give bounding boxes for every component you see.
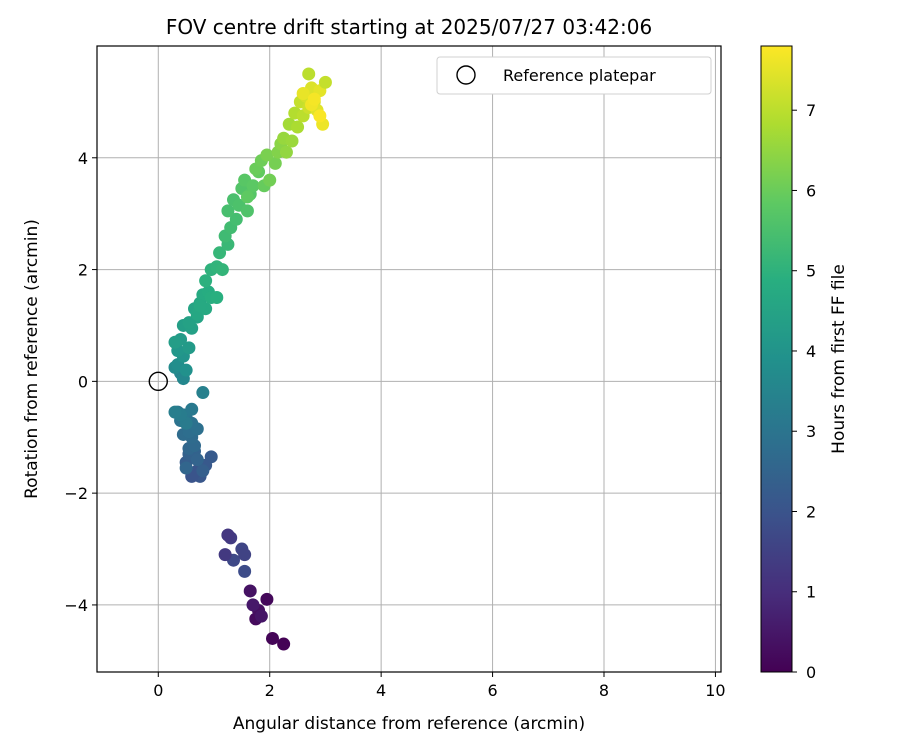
data-point: [182, 341, 196, 355]
y-tick-label: 4: [78, 149, 88, 168]
colorbar-tick-label: 5: [806, 262, 816, 281]
data-point: [193, 299, 207, 313]
grid-lines: [97, 46, 721, 672]
data-point: [279, 145, 293, 159]
data-point: [246, 179, 260, 193]
y-tick-label: −4: [64, 596, 88, 615]
data-point: [190, 453, 204, 467]
colorbar-tick-label: 6: [806, 181, 816, 200]
data-point: [285, 134, 299, 148]
x-tick-label: 8: [599, 681, 609, 700]
reference-platepar-marker: [148, 371, 168, 392]
chart-title: FOV centre drift starting at 2025/07/27 …: [166, 15, 652, 39]
colorbar-tick-label: 4: [806, 342, 816, 361]
data-point: [240, 204, 254, 218]
data-point: [307, 92, 321, 106]
data-point: [238, 548, 252, 562]
data-point: [218, 548, 232, 562]
x-tick-label: 6: [487, 681, 497, 700]
plot-frame: [96, 45, 722, 673]
data-point: [260, 148, 274, 162]
x-tick-label: 4: [376, 681, 386, 700]
data-point: [254, 609, 268, 623]
y-tick-label: −2: [64, 484, 88, 503]
colorbar-label: Hours from first FF file: [829, 264, 849, 454]
legend: Reference platepar: [436, 56, 712, 95]
data-point: [210, 291, 224, 305]
colorbar: [760, 45, 793, 673]
legend-box: [436, 56, 712, 95]
x-tick-label: 10: [705, 681, 725, 700]
data-point: [243, 584, 257, 598]
data-point: [168, 335, 182, 349]
data-point: [229, 212, 243, 226]
data-point: [168, 405, 182, 419]
data-point: [268, 156, 282, 170]
y-axis-label: Rotation from reference (arcmin): [22, 219, 42, 499]
colorbar-tick-label: 2: [806, 502, 816, 521]
data-point: [240, 190, 254, 204]
data-point: [263, 173, 277, 187]
data-point: [318, 75, 332, 89]
data-point: [221, 528, 235, 542]
colorbar-tick-label: 0: [806, 663, 816, 682]
data-point: [238, 564, 252, 578]
data-point: [185, 402, 199, 416]
scatter-points: [168, 67, 332, 651]
colorbar-tick-label: 1: [806, 583, 816, 602]
data-point: [313, 109, 327, 123]
legend-marker: [456, 65, 476, 85]
data-point: [291, 120, 305, 134]
legend-label: Reference platepar: [503, 66, 656, 85]
data-point: [266, 631, 279, 645]
y-axis-ticks: −4 −2 0 2 4: [64, 149, 97, 615]
y-tick-label: 0: [78, 372, 88, 391]
colorbar-ticks: 0 1 2 3 4 5 6 7: [792, 101, 816, 682]
data-point: [179, 363, 193, 377]
data-point: [277, 637, 291, 651]
data-point: [246, 598, 260, 612]
data-point: [260, 592, 274, 606]
data-point: [302, 67, 316, 81]
data-point: [215, 263, 229, 277]
x-tick-label: 0: [153, 681, 163, 700]
x-axis-ticks: 0 2 4 6 8 10: [153, 672, 726, 700]
colorbar-tick-label: 3: [806, 422, 816, 441]
data-point: [221, 204, 235, 218]
data-point: [199, 274, 213, 288]
data-point: [179, 461, 193, 475]
y-tick-label: 2: [78, 261, 88, 280]
data-point: [196, 464, 210, 478]
x-axis-label: Angular distance from reference (arcmin): [233, 714, 585, 734]
data-point: [196, 386, 210, 400]
data-point: [213, 246, 227, 260]
data-point: [296, 87, 310, 101]
data-point: [182, 316, 196, 330]
x-tick-label: 2: [265, 681, 275, 700]
colorbar-tick-label: 7: [806, 101, 816, 120]
